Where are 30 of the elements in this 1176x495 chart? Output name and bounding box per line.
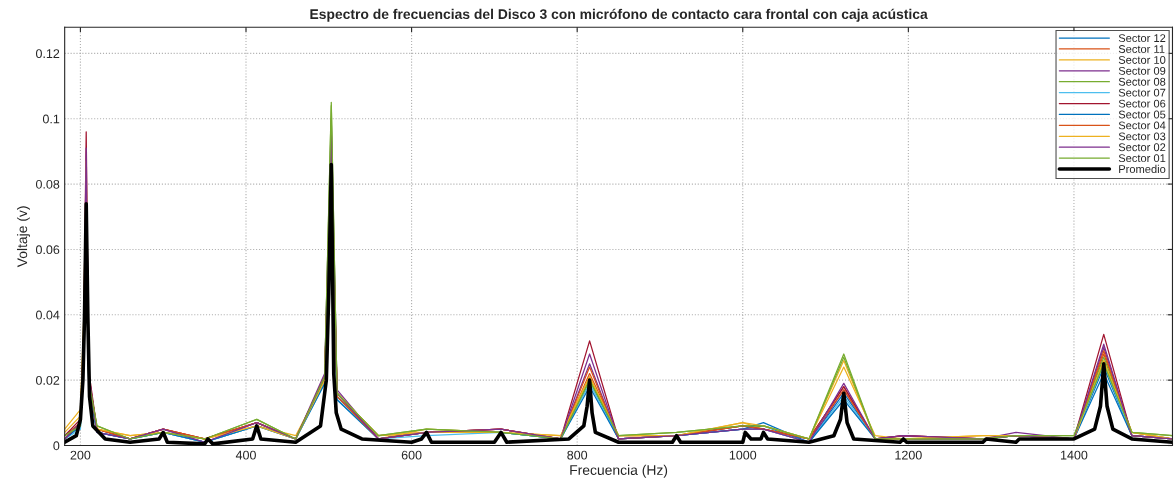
y-axis-title: Voltaje (v) [16,206,30,268]
chart-title: Espectro de frecuencias del Disco 3 con micrófono de contacto cara frontal con caja acústica [310,8,928,22]
x-axis-title: Frecuencia (Hz) [570,464,668,478]
legend-label: Sector 07 [1118,88,1166,97]
legend-label: Sector 01 [1118,154,1166,163]
x-tick-label: 600 [401,450,422,460]
legend-label: Sector 06 [1118,99,1166,108]
legend-label: Sector 09 [1118,66,1166,75]
legend-label: Sector 12 [1118,34,1166,43]
legend-label: Sector 08 [1118,77,1166,86]
x-tick-label: 200 [70,450,91,460]
legend-label: Promedio [1119,164,1166,174]
x-tick-label: 400 [235,450,256,460]
legend-label: Sector 11 [1118,45,1165,53]
legend-label: Sector 04 [1118,121,1166,130]
y-tick-label: 0.12 [35,49,60,59]
legend-label: Sector 10 [1118,56,1166,64]
y-tick-label: 0.02 [35,375,60,385]
x-tick-label: 800 [567,450,588,460]
y-tick-label: 0.06 [35,245,60,255]
x-tick-label: 1200 [895,450,922,460]
legend-label: Sector 05 [1118,110,1166,119]
y-tick-label: 0.1 [42,114,60,124]
x-tick-label: 1400 [1061,450,1088,460]
legend-label: Sector 02 [1118,143,1166,152]
x-tick-label: 1000 [729,450,757,460]
y-tick-label: 0 [53,441,60,451]
y-tick-label: 0.04 [35,310,60,320]
legend-label: Sector 03 [1118,132,1166,141]
y-tick-label: 0.08 [35,179,60,189]
